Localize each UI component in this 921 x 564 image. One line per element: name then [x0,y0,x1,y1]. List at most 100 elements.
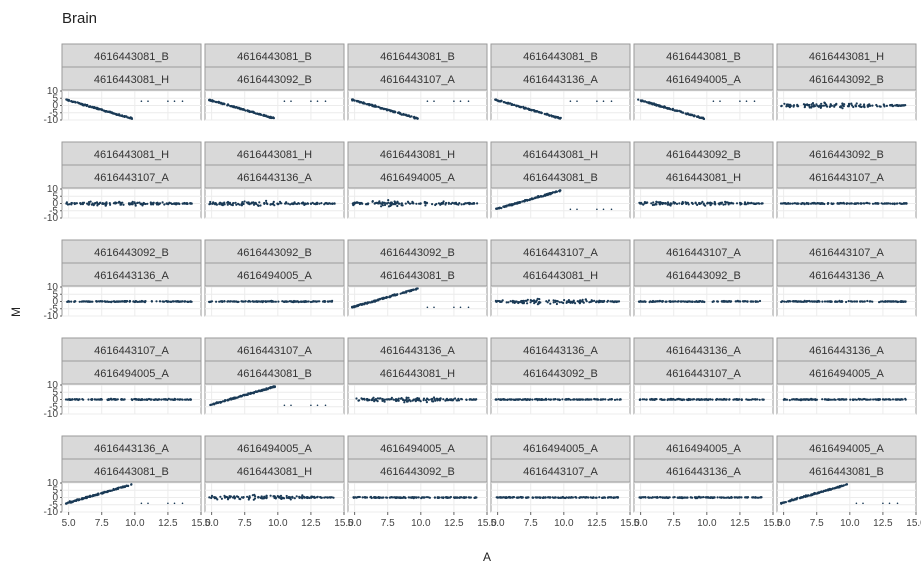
data-point [883,202,887,205]
data-point [728,300,731,303]
data-point [756,496,759,499]
data-point [812,104,816,107]
data-point [533,300,536,304]
data-point [702,116,705,119]
data-point [269,203,272,206]
data-point [437,202,440,205]
data-point [500,300,503,303]
data-point [788,106,792,109]
data-point [147,502,149,505]
data-point [596,100,598,102]
data-point [828,488,831,491]
data-point [437,496,440,499]
data-point [426,398,429,401]
data-point [669,300,672,303]
facet-strip-top-label: 4616443081_H [380,149,455,161]
data-point [405,290,408,293]
data-point [82,103,85,106]
data-point [725,300,728,303]
data-point [95,300,98,303]
facet-strip-bottom [204,164,345,189]
data-point [760,202,763,205]
data-point [252,300,255,303]
data-point [708,496,712,499]
data-point [181,502,184,505]
data-point [223,202,226,205]
data-point [658,496,662,499]
data-point [526,199,529,202]
data-point [888,502,891,505]
data-point [535,299,538,302]
data-point [141,398,144,401]
facet-strip-top-label: 4616443136_A [666,345,741,357]
data-point [390,201,393,204]
data-point [66,98,69,101]
facet-strip-top-label: 4616443092_B [809,149,884,161]
data-point [643,202,646,205]
data-point [307,300,310,303]
data-point [821,490,824,493]
data-point [179,300,183,303]
data-point [653,300,656,303]
data-point [646,201,649,204]
data-point [218,202,221,205]
data-point [525,496,528,499]
data-point [656,496,659,499]
data-point [697,300,701,303]
data-point [79,202,82,205]
data-point [495,98,498,101]
data-point [126,300,129,303]
data-point [552,301,555,304]
data-point [699,202,702,205]
x-tick-label: 10.0 [411,518,431,529]
facet-strip-bottom-label: 4616494005_A [380,172,455,184]
data-point [172,398,175,401]
data-point [639,398,642,401]
data-point [442,398,445,401]
data-point [795,398,798,401]
data-point [599,398,602,401]
facet-strip-top-label: 4616443092_B [237,247,312,259]
data-point [558,117,561,120]
data-point [551,496,554,499]
facet-strip-bottom-label: 4616443107_A [380,74,455,86]
data-point [247,201,250,204]
data-point [509,204,512,207]
facet-strip-top-label: 4616443081_B [94,51,169,63]
data-point [366,301,369,304]
data-point [788,103,791,106]
data-point [350,98,354,101]
y-tick-label: 5 [52,289,58,300]
data-point [392,110,396,113]
data-point [498,300,501,303]
facet-strip-bottom-label: 4616443081_B [237,368,312,380]
data-point [208,300,211,304]
data-point [678,109,681,112]
data-point [800,202,803,206]
data-point [891,202,894,205]
data-point [363,397,366,401]
data-point [791,202,794,205]
data-point [381,398,384,401]
facet-strip-bottom-label: 4616443092_B [809,74,884,86]
data-point [535,496,538,499]
data-point [249,300,252,303]
data-point [642,496,645,499]
data-point [289,496,292,499]
data-point [679,496,682,499]
data-point [285,300,288,303]
data-point [830,300,833,303]
data-point [655,200,658,203]
data-point [648,102,651,105]
data-point [238,106,241,109]
data-point [213,202,216,205]
data-point [117,201,120,204]
data-point [474,496,477,499]
data-point [841,102,844,105]
data-point [666,107,669,110]
data-point [540,112,543,115]
x-tick-label: 5.0 [634,518,648,529]
data-point [327,300,330,303]
